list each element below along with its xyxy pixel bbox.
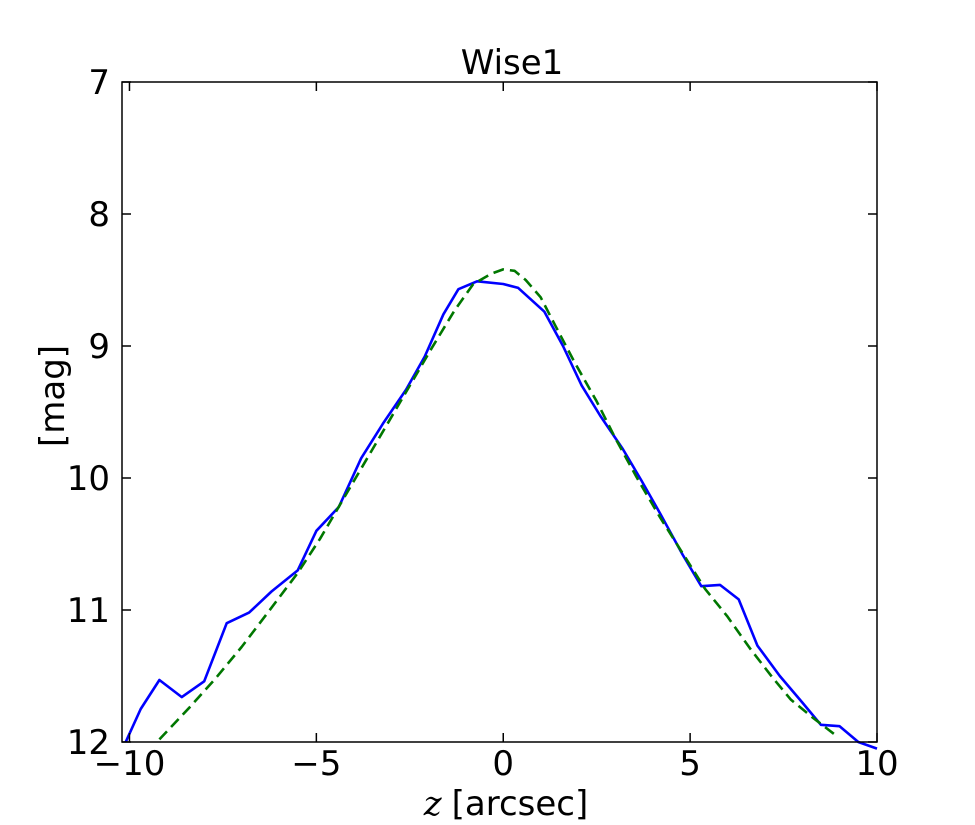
- chart-title: Wise1: [461, 43, 564, 83]
- x-tick-label: 0: [492, 744, 514, 784]
- axis-tick-labels: −10 −5 0 5 10 7 8 9 10 11 12: [67, 63, 899, 784]
- series-lines: [124, 268, 878, 750]
- x-tick-label: 10: [855, 744, 898, 784]
- y-tick-label: 7: [88, 63, 110, 103]
- y-tick-label: 10: [67, 459, 110, 499]
- x-tick-label: −5: [291, 744, 341, 784]
- plot-frame: [121, 81, 878, 743]
- x-axis-unit: [arcsec]: [452, 784, 589, 824]
- x-tick-label: −10: [94, 744, 166, 784]
- y-tick-label: 12: [67, 723, 110, 763]
- y-tick-label: 9: [88, 327, 110, 367]
- x-axis-label: z [arcsec]: [423, 784, 589, 824]
- y-tick-label: 8: [88, 195, 110, 235]
- x-axis-variable: z: [423, 784, 443, 824]
- y-axis-label: [mag]: [33, 345, 73, 447]
- y-tick-label: 11: [67, 591, 110, 631]
- series-line-1: [124, 279, 878, 750]
- x-tick-label: 5: [679, 744, 701, 784]
- axis-ticks: [122, 81, 878, 743]
- series-line-2: [158, 268, 837, 741]
